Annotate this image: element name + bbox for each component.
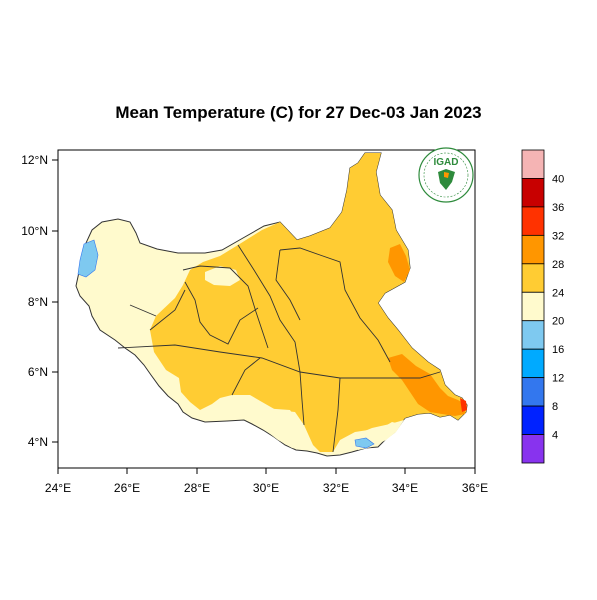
colorbar-swatch xyxy=(521,291,545,322)
temp-zone-28-32-east xyxy=(388,354,466,416)
colorbar-swatch xyxy=(521,178,545,208)
colorbar-label: 4 xyxy=(552,430,558,442)
colorbar-swatch xyxy=(521,348,545,379)
temp-zone-32-36-spot xyxy=(460,398,467,412)
pale-patch-south xyxy=(262,408,310,450)
state-boundaries xyxy=(117,244,441,453)
colorbar-label: 40 xyxy=(552,173,564,185)
colorbar-swatch xyxy=(521,320,545,350)
colorbar-swatch xyxy=(521,377,545,407)
colorbar-label: 28 xyxy=(552,259,564,271)
x-tick-label: 30°E xyxy=(253,481,279,495)
y-tick-label: 10°N xyxy=(21,224,48,238)
temp-zone-24-28 xyxy=(150,153,467,452)
x-tick-label: 24°E xyxy=(45,481,71,495)
map-title: Mean Temperature (C) for 27 Dec-03 Jan 2… xyxy=(115,103,482,122)
colorbar-label: 32 xyxy=(552,230,564,242)
x-tick-label: 32°E xyxy=(323,481,349,495)
colorbar-swatch xyxy=(521,405,545,435)
colorbar-label: 12 xyxy=(552,373,564,385)
y-tick-labels: 12°N 10°N 8°N 6°N 4°N xyxy=(21,153,48,449)
y-tick-label: 12°N xyxy=(21,153,48,167)
cool-spot-south xyxy=(354,437,375,449)
pale-patch-north xyxy=(205,266,240,286)
colorbar-swatch xyxy=(521,263,545,293)
colorbar-label: 36 xyxy=(552,202,564,214)
x-tick-label: 26°E xyxy=(114,481,140,495)
x-axis xyxy=(57,468,476,474)
y-tick-label: 8°N xyxy=(28,295,48,309)
colorbar: 40 36 32 28 24 20 16 12 8 4 xyxy=(521,149,564,464)
x-tick-label: 28°E xyxy=(184,481,210,495)
colorbar-label: 16 xyxy=(552,344,564,356)
colorbar-label: 24 xyxy=(552,287,564,299)
temp-zone-28-32-north xyxy=(388,244,410,282)
y-axis xyxy=(52,159,58,443)
logo-text: IGAD xyxy=(434,157,459,168)
x-tick-label: 36°E xyxy=(462,481,488,495)
igad-logo: IGAD xyxy=(418,147,474,203)
colorbar-label: 20 xyxy=(552,316,564,328)
colorbar-swatch xyxy=(521,149,545,179)
x-tick-labels: 24°E 26°E 28°E 30°E 32°E 34°E 36°E xyxy=(45,481,488,495)
colorbar-swatch xyxy=(521,234,545,265)
colorbar-label: 8 xyxy=(552,401,558,413)
cool-spot-northwest xyxy=(77,239,99,278)
colorbar-swatch xyxy=(521,434,545,464)
colorbar-swatch xyxy=(521,206,545,236)
y-tick-label: 6°N xyxy=(28,365,48,379)
x-tick-label: 34°E xyxy=(392,481,418,495)
y-tick-label: 4°N xyxy=(28,435,48,449)
africa-map-icon xyxy=(438,169,455,190)
